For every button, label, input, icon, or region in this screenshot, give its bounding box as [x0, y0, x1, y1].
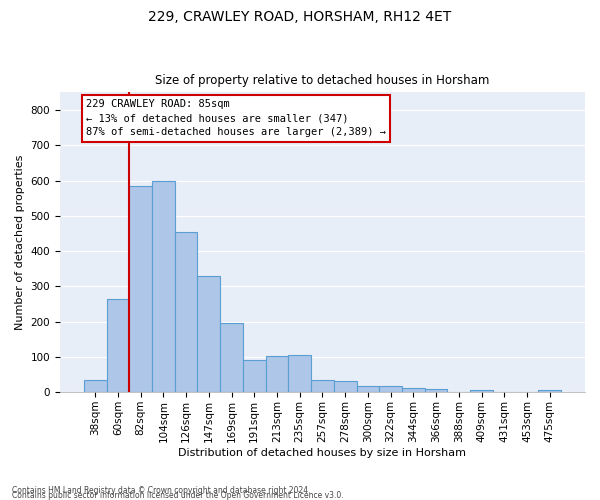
Bar	[84, 380, 107, 392]
Text: 229, CRAWLEY ROAD, HORSHAM, RH12 4ET: 229, CRAWLEY ROAD, HORSHAM, RH12 4ET	[148, 10, 452, 24]
Bar	[197, 276, 220, 392]
Bar	[266, 356, 289, 392]
Bar	[334, 381, 356, 392]
Bar	[129, 186, 152, 392]
Title: Size of property relative to detached houses in Horsham: Size of property relative to detached ho…	[155, 74, 490, 87]
Text: Contains HM Land Registry data © Crown copyright and database right 2024.: Contains HM Land Registry data © Crown c…	[12, 486, 311, 495]
Bar	[175, 232, 197, 392]
Bar	[243, 360, 266, 392]
Bar	[538, 390, 561, 392]
X-axis label: Distribution of detached houses by size in Horsham: Distribution of detached houses by size …	[178, 448, 466, 458]
Bar	[289, 355, 311, 392]
Bar	[470, 390, 493, 392]
Bar	[379, 386, 402, 392]
Bar	[402, 388, 425, 392]
Bar	[107, 298, 129, 392]
Text: 229 CRAWLEY ROAD: 85sqm
← 13% of detached houses are smaller (347)
87% of semi-d: 229 CRAWLEY ROAD: 85sqm ← 13% of detache…	[86, 100, 386, 138]
Text: Contains public sector information licensed under the Open Government Licence v3: Contains public sector information licen…	[12, 491, 344, 500]
Bar	[220, 324, 243, 392]
Bar	[356, 386, 379, 392]
Y-axis label: Number of detached properties: Number of detached properties	[15, 154, 25, 330]
Bar	[152, 180, 175, 392]
Bar	[311, 380, 334, 392]
Bar	[425, 388, 448, 392]
